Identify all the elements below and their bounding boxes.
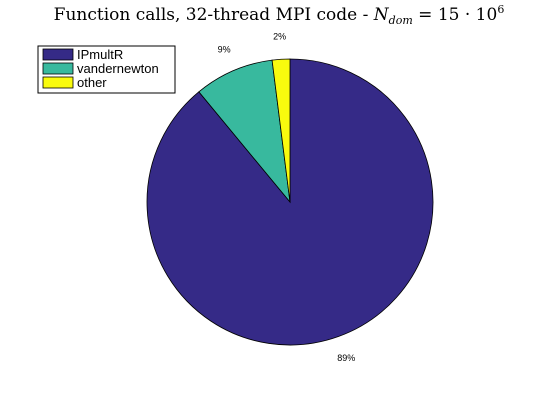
legend-swatch-vandernewton [42,62,74,75]
pie-slice-vandernewton [198,59,291,204]
legend-label-other: other [77,75,107,90]
percent-labels: 89% 9% 2% [218,31,356,363]
percent-label-vandernewton: 9% [218,45,231,55]
legend-label-vandernewton: vandernewton [77,61,159,76]
percent-label-other: 2% [273,31,286,41]
chart-title: Function calls, 32-thread MPI code - Ndo… [54,3,505,27]
pie-slice-other [271,58,291,203]
pie-slices [146,58,434,346]
legend-swatch-other [42,76,74,89]
legend-label-ipmultr: IPmultR [77,47,123,62]
legend-swatch-ipmultr [42,48,74,61]
percent-label-ipmultr: 89% [337,353,355,363]
